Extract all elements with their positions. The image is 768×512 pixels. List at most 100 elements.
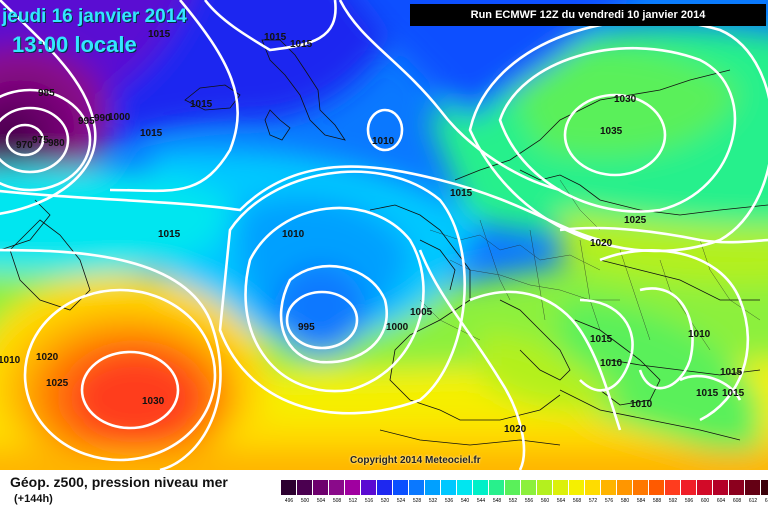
isobar-label: 1025 bbox=[624, 215, 647, 226]
weather-map: 1015 1015 1015 985 975 980 970 995 990 1… bbox=[0, 0, 768, 470]
legend-label: 500 bbox=[300, 498, 310, 504]
map-canvas: 1015 1015 1015 985 975 980 970 995 990 1… bbox=[0, 0, 768, 470]
isobar-label: 1015 bbox=[696, 388, 719, 399]
legend-label: 548 bbox=[492, 498, 502, 504]
isobar-label: 1015 bbox=[148, 29, 171, 40]
legend-label: 584 bbox=[636, 498, 646, 504]
legend-swatch bbox=[697, 480, 713, 495]
forecast-time: 13:00 locale bbox=[12, 32, 137, 57]
legend-cell: 520 bbox=[377, 480, 393, 508]
isobar-label: 1035 bbox=[600, 126, 623, 137]
legend-swatch bbox=[409, 480, 425, 495]
isobar-label: 975 bbox=[32, 135, 49, 146]
legend-swatch bbox=[361, 480, 377, 495]
legend-label: 572 bbox=[588, 498, 598, 504]
legend-cell: 608 bbox=[729, 480, 745, 508]
isobar-label: 1015 bbox=[290, 39, 313, 50]
legend-swatch bbox=[681, 480, 697, 495]
isobar-label: 1010 bbox=[630, 399, 653, 410]
model-run-label: Run ECMWF 12Z du vendredi 10 janvier 201… bbox=[410, 4, 766, 26]
legend-cell: 596 bbox=[681, 480, 697, 508]
isobar-label: 1005 bbox=[410, 307, 433, 318]
isobar-label: 1000 bbox=[108, 112, 131, 123]
legend-cell: 580 bbox=[617, 480, 633, 508]
isobar-label: 1010 bbox=[372, 136, 395, 147]
legend-swatch bbox=[745, 480, 761, 495]
legend-label: 592 bbox=[668, 498, 678, 504]
legend-label: 564 bbox=[556, 498, 566, 504]
legend-swatch bbox=[569, 480, 585, 495]
legend-label: 596 bbox=[684, 498, 694, 504]
forecast-lead-time: (+144h) bbox=[14, 493, 53, 505]
legend-cell: 532 bbox=[425, 480, 441, 508]
legend-cell: 536 bbox=[441, 480, 457, 508]
legend-cell: 512 bbox=[345, 480, 361, 508]
isobars bbox=[0, 0, 768, 470]
legend-label: 532 bbox=[428, 498, 438, 504]
legend-cell: 544 bbox=[473, 480, 489, 508]
legend-cell: 540 bbox=[457, 480, 473, 508]
legend-label: 552 bbox=[508, 498, 518, 504]
legend-label: 524 bbox=[396, 498, 406, 504]
legend-swatch bbox=[297, 480, 313, 495]
isobar-label: 1015 bbox=[450, 188, 473, 199]
legend-label: 568 bbox=[572, 498, 582, 504]
legend-cell: 600 bbox=[697, 480, 713, 508]
isobar-label: 1015 bbox=[590, 334, 613, 345]
legend-label: 608 bbox=[732, 498, 742, 504]
legend-swatch bbox=[489, 480, 505, 495]
legend-swatch bbox=[633, 480, 649, 495]
legend-label: 520 bbox=[380, 498, 390, 504]
legend-label: 600 bbox=[700, 498, 710, 504]
legend-label: 512 bbox=[348, 498, 358, 504]
legend-swatch bbox=[521, 480, 537, 495]
legend-cell: 516 bbox=[361, 480, 377, 508]
legend-cell: 576 bbox=[601, 480, 617, 508]
legend-swatch bbox=[729, 480, 745, 495]
legend-cell: 524 bbox=[393, 480, 409, 508]
isobar-label: 1015 bbox=[158, 229, 181, 240]
legend-label: 536 bbox=[444, 498, 454, 504]
isobar-label: 1015 bbox=[722, 388, 745, 399]
legend-cell: 496 bbox=[281, 480, 297, 508]
isobar-label: 1030 bbox=[614, 94, 637, 105]
legend-swatch bbox=[377, 480, 393, 495]
legend-swatch bbox=[537, 480, 553, 495]
isobar-label: 1010 bbox=[600, 358, 623, 369]
legend-label: 556 bbox=[524, 498, 534, 504]
isobar-label: 1020 bbox=[504, 424, 527, 435]
legend-swatch bbox=[649, 480, 665, 495]
legend-cell: 552 bbox=[505, 480, 521, 508]
legend-label: 528 bbox=[412, 498, 422, 504]
legend-swatch bbox=[281, 480, 297, 495]
legend-label: 580 bbox=[620, 498, 630, 504]
isobar-labels: 1015 1015 1015 985 975 980 970 995 990 1… bbox=[0, 29, 745, 435]
legend-cell: 500 bbox=[297, 480, 313, 508]
legend-label: 504 bbox=[316, 498, 326, 504]
legend-swatch bbox=[441, 480, 457, 495]
isobar-label: 1010 bbox=[0, 355, 21, 366]
legend-cell: 528 bbox=[409, 480, 425, 508]
legend-label: 508 bbox=[332, 498, 342, 504]
legend-cell: 592 bbox=[665, 480, 681, 508]
legend-label: 516 bbox=[364, 498, 374, 504]
forecast-date: jeudi 16 janvier 2014 bbox=[2, 6, 187, 27]
isobar-label: 985 bbox=[38, 88, 55, 99]
map-title: Géop. z500, pression niveau mer bbox=[10, 474, 228, 490]
legend-swatch bbox=[617, 480, 633, 495]
legend-cell: 616 bbox=[761, 480, 768, 508]
isobar-label: 995 bbox=[298, 322, 315, 333]
legend-label: 616 bbox=[764, 498, 768, 504]
legend-label: 612 bbox=[748, 498, 758, 504]
legend-cell: 588 bbox=[649, 480, 665, 508]
legend-label: 560 bbox=[540, 498, 550, 504]
isobar-label: 1000 bbox=[386, 322, 409, 333]
isobar-label: 1025 bbox=[46, 378, 69, 389]
isobar-label: 1020 bbox=[36, 352, 59, 363]
legend-swatch bbox=[761, 480, 768, 495]
isobar-label: 1015 bbox=[190, 99, 213, 110]
legend-swatch bbox=[313, 480, 329, 495]
legend-cell: 612 bbox=[745, 480, 761, 508]
legend-label: 588 bbox=[652, 498, 662, 504]
isobar-label: 1010 bbox=[282, 229, 305, 240]
